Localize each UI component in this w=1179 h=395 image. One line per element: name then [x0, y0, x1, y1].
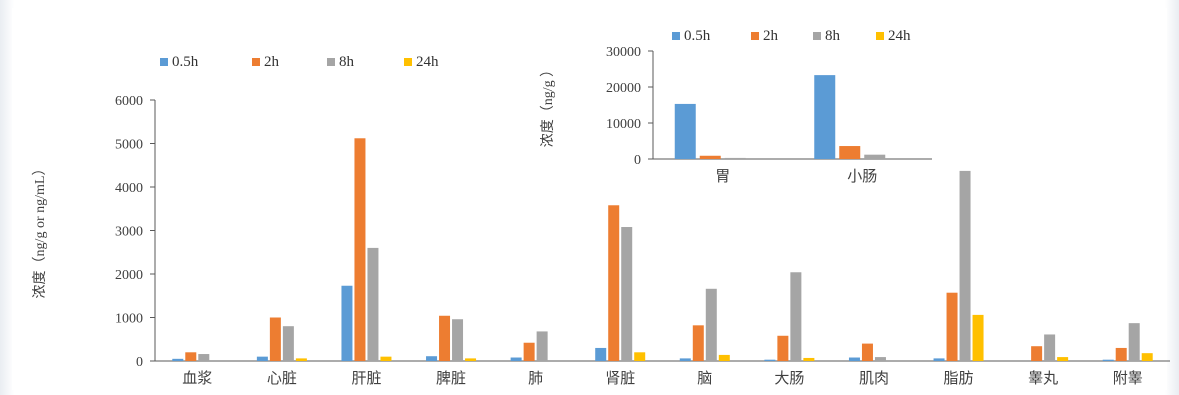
main-legend-label: 24h	[416, 54, 439, 70]
inset-y-tick-label: 20000	[606, 81, 641, 96]
main-category-label: 脑	[697, 370, 712, 387]
main-legend-swatch	[160, 58, 168, 66]
main-category-label: 心脏	[267, 370, 297, 387]
inset-legend-swatch	[813, 32, 821, 40]
inset-category-label: 胃	[715, 169, 730, 185]
main-bar	[972, 314, 984, 361]
inset-bar	[724, 157, 746, 159]
main-category-label: 脾脏	[436, 370, 466, 387]
main-legend-swatch	[327, 58, 335, 66]
main-bar	[198, 354, 210, 361]
main-bar	[256, 356, 268, 361]
inset-y-tick-label: 30000	[606, 45, 641, 60]
main-category-label: 血浆	[182, 369, 212, 387]
main-bar	[848, 357, 860, 361]
main-y-tick-label: 3000	[115, 225, 143, 240]
main-bar	[1057, 357, 1069, 361]
inset-bar	[814, 75, 836, 159]
inset-legend-label: 0.5h	[684, 28, 711, 44]
main-bar	[465, 358, 477, 361]
inset-y-tick-label: 0	[634, 153, 641, 168]
inset-legend-label: 24h	[888, 28, 911, 44]
main-bar	[367, 247, 379, 361]
inset-bar	[864, 154, 886, 159]
main-bar	[874, 357, 886, 361]
main-bar	[452, 319, 464, 361]
main-bar	[803, 357, 815, 361]
inset-legend-swatch	[751, 32, 759, 40]
inset-legend-label: 8h	[825, 28, 841, 44]
main-bar	[282, 326, 294, 361]
main-category-label: 肺	[528, 370, 543, 387]
main-y-axis-title: 浓度（ng/g or ng/mL）	[32, 162, 48, 299]
main-category-label: 肾脏	[605, 370, 635, 387]
main-legend-label: 2h	[264, 54, 280, 70]
main-bar	[679, 358, 691, 361]
inset-bar	[839, 146, 861, 159]
main-bar	[946, 292, 958, 361]
main-category-label: 肌肉	[859, 370, 889, 387]
main-bar	[1128, 323, 1140, 361]
main-y-tick-label: 0	[136, 355, 143, 370]
main-bar	[1102, 359, 1114, 361]
main-legend-swatch	[252, 58, 260, 66]
inset-legend-swatch	[672, 32, 680, 40]
main-bar	[777, 335, 789, 361]
main-bar	[295, 358, 307, 361]
main-bar	[595, 347, 607, 361]
inset-y-axis-title: 浓度（ng/g ）	[540, 63, 556, 147]
main-y-tick-label: 2000	[115, 268, 143, 283]
main-category-label: 睾丸	[1028, 370, 1058, 387]
main-bar	[861, 343, 873, 361]
main-bar	[510, 357, 522, 361]
main-legend-label: 8h	[339, 54, 355, 70]
main-bar	[764, 359, 776, 361]
main-bar	[608, 205, 620, 361]
main-bar	[718, 354, 730, 361]
main-bar	[354, 138, 366, 361]
main-y-tick-label: 6000	[115, 94, 143, 109]
main-bar	[1031, 346, 1043, 361]
main-bar	[172, 358, 184, 361]
main-bar	[523, 342, 535, 361]
main-bar	[380, 356, 392, 361]
main-bar	[692, 325, 704, 361]
main-category-label: 大肠	[774, 370, 804, 387]
main-bar	[933, 358, 945, 361]
main-bar	[1141, 353, 1153, 361]
main-bar	[341, 285, 353, 361]
main-category-label: 肝脏	[351, 370, 381, 387]
main-bar	[439, 315, 451, 361]
main-bar	[185, 352, 197, 361]
inset-y-tick-label: 10000	[606, 117, 641, 132]
main-y-tick-label: 5000	[115, 138, 143, 153]
main-bar	[426, 356, 438, 361]
inset-bar	[674, 103, 696, 159]
main-bar	[705, 288, 717, 361]
main-bar	[536, 331, 548, 361]
main-y-tick-label: 4000	[115, 181, 143, 196]
main-bar	[269, 317, 281, 361]
main-legend-swatch	[404, 58, 412, 66]
inset-category-label: 小肠	[847, 168, 877, 185]
main-category-label: 附睾	[1113, 370, 1143, 387]
main-bar	[790, 272, 802, 361]
main-bar	[1115, 347, 1127, 361]
inset-legend-label: 2h	[763, 28, 779, 44]
main-category-label: 脂肪	[944, 370, 974, 387]
main-y-tick-label: 1000	[115, 312, 143, 327]
main-bar	[1044, 334, 1056, 361]
main-bar	[959, 170, 971, 361]
inset-bar	[699, 155, 721, 159]
main-bar	[621, 227, 633, 361]
inset-legend-swatch	[876, 32, 884, 40]
main-legend-label: 0.5h	[172, 54, 199, 70]
main-bar	[634, 352, 646, 361]
